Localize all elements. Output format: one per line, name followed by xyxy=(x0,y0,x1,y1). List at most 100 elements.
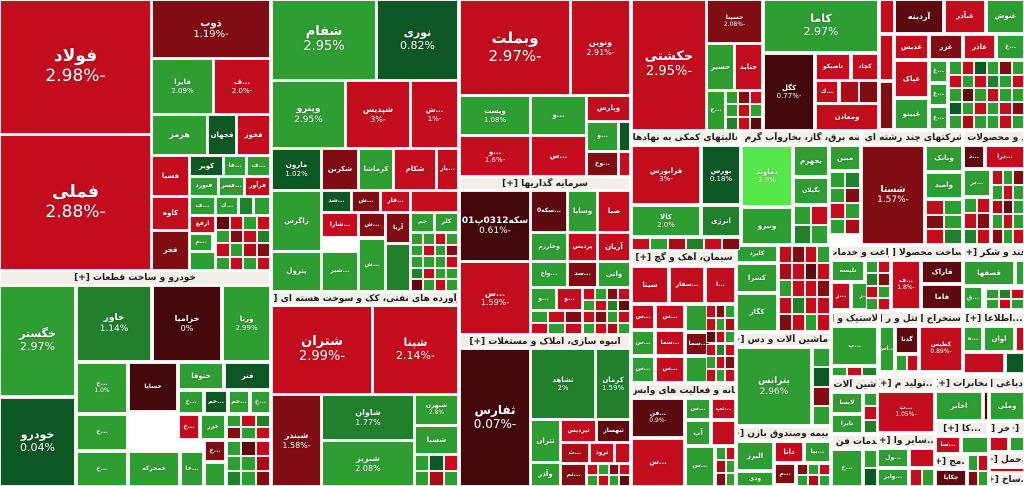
stock-tile[interactable] xyxy=(808,475,819,486)
sector-header[interactable]: ... شرکتهای چند رشته ای [+] xyxy=(862,131,962,144)
stock-tile[interactable] xyxy=(910,449,934,467)
stock-tile[interactable] xyxy=(725,317,735,331)
stock-tile[interactable] xyxy=(243,243,257,257)
stock-tile[interactable] xyxy=(241,441,256,456)
stock-tile[interactable]: ...ز xyxy=(832,283,850,309)
stock-tile[interactable] xyxy=(974,74,987,89)
stock-tile[interactable]: غپاک xyxy=(895,61,928,97)
stock-tile[interactable] xyxy=(791,297,805,314)
stock-tile[interactable] xyxy=(804,280,818,297)
stock-tile[interactable]: ...ا xyxy=(706,267,735,303)
stock-tile[interactable]: خساپا xyxy=(129,363,177,411)
stock-tile[interactable]: ...خ xyxy=(205,441,225,461)
stock-tile[interactable]: ...غ xyxy=(930,107,947,129)
stock-tile[interactable] xyxy=(1002,199,1014,215)
stock-tile[interactable] xyxy=(992,229,1003,244)
stock-tile[interactable]: وملی xyxy=(990,392,1024,420)
stock-tile[interactable]: شکام xyxy=(394,149,436,190)
sector-header[interactable]: ...خر [+] xyxy=(990,422,1010,435)
stock-tile[interactable] xyxy=(984,392,988,420)
stock-tile[interactable] xyxy=(583,322,595,334)
stock-tile[interactable]: پترول xyxy=(272,252,321,291)
stock-tile[interactable] xyxy=(715,330,726,344)
stock-tile[interactable]: هرمز xyxy=(152,115,207,155)
stock-tile[interactable] xyxy=(999,115,1012,129)
stock-tile[interactable] xyxy=(907,355,918,371)
stock-tile[interactable] xyxy=(817,314,830,331)
stock-tile[interactable] xyxy=(866,273,878,286)
stock-tile[interactable]: خگستر 2.97% xyxy=(0,286,75,396)
stock-tile[interactable]: شکربن xyxy=(322,149,358,190)
stock-tile[interactable]: فاراک xyxy=(922,261,962,283)
stock-tile[interactable]: سیتا xyxy=(632,267,668,303)
stock-tile[interactable]: خاور 1.14% xyxy=(77,286,151,361)
stock-tile[interactable]: غنوش xyxy=(987,0,1024,33)
stock-tile[interactable]: ...س xyxy=(686,399,710,419)
stock-tile[interactable] xyxy=(961,61,974,75)
stock-tile[interactable] xyxy=(999,74,1012,89)
stock-tile[interactable] xyxy=(216,256,230,270)
stock-tile[interactable] xyxy=(791,263,805,280)
stock-tile[interactable]: فنورد xyxy=(190,177,218,196)
stock-tile[interactable] xyxy=(817,297,830,314)
stock-tile[interactable]: فخوز xyxy=(237,115,270,155)
stock-tile[interactable] xyxy=(999,61,1012,75)
stock-tile[interactable] xyxy=(618,299,630,311)
stock-tile[interactable] xyxy=(944,214,962,230)
stock-tile[interactable]: ...سما xyxy=(656,331,684,355)
stock-tile[interactable] xyxy=(974,101,987,116)
stock-tile[interactable] xyxy=(922,469,934,486)
stock-tile[interactable] xyxy=(715,317,726,331)
stock-tile[interactable]: البرز xyxy=(737,442,773,470)
stock-tile[interactable] xyxy=(583,288,595,300)
stock-tile[interactable] xyxy=(715,305,726,318)
stock-tile[interactable]: کایرد xyxy=(737,246,777,262)
stock-tile[interactable] xyxy=(944,200,962,215)
stock-tile[interactable] xyxy=(878,297,890,310)
stock-tile[interactable] xyxy=(779,263,792,280)
stock-tile[interactable] xyxy=(998,289,1012,299)
stock-tile[interactable]: بورس 0.18% xyxy=(702,146,740,204)
stock-tile[interactable] xyxy=(999,101,1012,116)
stock-tile[interactable]: ...خ xyxy=(832,450,862,486)
stock-tile[interactable] xyxy=(998,299,1012,309)
stock-tile[interactable] xyxy=(411,279,423,291)
stock-tile[interactable]: فرابورس -3% xyxy=(632,146,700,204)
stock-tile[interactable] xyxy=(216,229,230,243)
stock-tile[interactable]: غبآذر xyxy=(945,0,985,33)
sector-header[interactable]: ....دباغی [+] xyxy=(990,377,1024,390)
stock-tile[interactable]: ...فا xyxy=(224,156,246,176)
stock-tile[interactable]: ...بپا xyxy=(805,442,830,462)
sector-header[interactable]: ...مواد و محصولات دا [+] xyxy=(964,131,1024,144)
stock-tile[interactable]: ...ت -1.05% xyxy=(878,392,934,432)
stock-tile[interactable]: ورنا 2.99% xyxy=(223,286,270,361)
stock-tile[interactable]: بجهرم xyxy=(794,146,828,176)
stock-tile[interactable] xyxy=(794,206,811,225)
stock-tile[interactable]: دانا xyxy=(775,442,803,462)
stock-tile[interactable]: کرمان 1.59% xyxy=(596,349,630,419)
stock-tile[interactable] xyxy=(949,115,962,129)
stock-tile[interactable] xyxy=(1011,115,1024,129)
stock-tile[interactable]: آریا xyxy=(386,213,410,243)
stock-tile[interactable] xyxy=(817,280,830,297)
sector-header[interactable]: ... [+] xyxy=(1012,422,1024,435)
stock-tile[interactable] xyxy=(241,471,256,486)
stock-tile[interactable] xyxy=(949,74,962,89)
stock-tile[interactable] xyxy=(779,246,792,263)
stock-tile[interactable] xyxy=(255,456,270,471)
stock-tile[interactable]: اخابر xyxy=(936,392,982,420)
stock-tile[interactable] xyxy=(1011,88,1024,102)
stock-tile[interactable]: ...وایر xyxy=(878,469,908,486)
stock-tile[interactable] xyxy=(738,104,750,117)
stock-tile[interactable] xyxy=(866,285,878,298)
stock-tile[interactable]: ثتران xyxy=(531,420,560,462)
stock-tile[interactable] xyxy=(583,311,595,323)
stock-tile[interactable] xyxy=(968,470,978,486)
stock-tile[interactable] xyxy=(597,475,609,486)
stock-tile[interactable] xyxy=(227,456,242,471)
stock-tile[interactable]: شبندر -1.58% xyxy=(272,395,321,486)
stock-tile[interactable]: ...س xyxy=(632,439,684,486)
stock-tile[interactable] xyxy=(779,314,792,331)
